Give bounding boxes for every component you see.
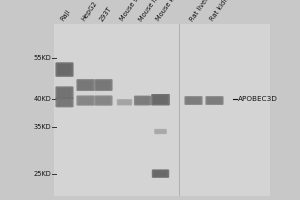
FancyBboxPatch shape bbox=[94, 96, 112, 106]
FancyBboxPatch shape bbox=[152, 170, 169, 178]
FancyBboxPatch shape bbox=[117, 99, 132, 105]
FancyBboxPatch shape bbox=[56, 97, 73, 107]
FancyBboxPatch shape bbox=[56, 62, 73, 77]
Text: Mouse kidney: Mouse kidney bbox=[156, 0, 187, 22]
FancyBboxPatch shape bbox=[96, 97, 111, 104]
Text: HepG2: HepG2 bbox=[81, 0, 98, 22]
FancyBboxPatch shape bbox=[76, 79, 94, 91]
FancyBboxPatch shape bbox=[56, 97, 74, 107]
FancyBboxPatch shape bbox=[155, 129, 166, 134]
Text: 40KD: 40KD bbox=[33, 96, 51, 102]
FancyBboxPatch shape bbox=[57, 98, 72, 106]
FancyBboxPatch shape bbox=[77, 96, 94, 106]
FancyBboxPatch shape bbox=[56, 62, 74, 77]
Text: Rat liver: Rat liver bbox=[189, 0, 209, 22]
FancyBboxPatch shape bbox=[76, 96, 94, 106]
FancyBboxPatch shape bbox=[152, 170, 169, 178]
FancyBboxPatch shape bbox=[206, 96, 224, 105]
FancyBboxPatch shape bbox=[153, 170, 167, 177]
FancyBboxPatch shape bbox=[57, 88, 72, 98]
Text: Rat kidney: Rat kidney bbox=[210, 0, 235, 22]
Text: 25KD: 25KD bbox=[33, 171, 51, 177]
FancyBboxPatch shape bbox=[56, 87, 74, 99]
FancyBboxPatch shape bbox=[56, 87, 73, 99]
FancyBboxPatch shape bbox=[151, 94, 170, 105]
FancyBboxPatch shape bbox=[56, 97, 74, 107]
FancyBboxPatch shape bbox=[94, 79, 112, 91]
Bar bbox=[54, 24, 270, 196]
FancyBboxPatch shape bbox=[152, 94, 169, 105]
FancyBboxPatch shape bbox=[154, 129, 167, 134]
FancyBboxPatch shape bbox=[134, 96, 151, 105]
Text: Raji: Raji bbox=[60, 9, 72, 22]
FancyBboxPatch shape bbox=[206, 96, 224, 105]
FancyBboxPatch shape bbox=[95, 96, 112, 106]
FancyBboxPatch shape bbox=[77, 79, 94, 91]
FancyBboxPatch shape bbox=[117, 99, 132, 105]
Text: APOBEC3D: APOBEC3D bbox=[238, 96, 278, 102]
FancyBboxPatch shape bbox=[154, 129, 167, 134]
FancyBboxPatch shape bbox=[78, 80, 93, 90]
FancyBboxPatch shape bbox=[134, 96, 151, 105]
Text: 55KD: 55KD bbox=[33, 55, 51, 61]
FancyBboxPatch shape bbox=[152, 170, 169, 178]
Text: Mouse liver: Mouse liver bbox=[138, 0, 164, 22]
FancyBboxPatch shape bbox=[96, 80, 111, 90]
FancyBboxPatch shape bbox=[185, 96, 202, 105]
FancyBboxPatch shape bbox=[153, 95, 168, 104]
FancyBboxPatch shape bbox=[136, 97, 149, 104]
FancyBboxPatch shape bbox=[78, 97, 93, 104]
FancyBboxPatch shape bbox=[186, 97, 201, 104]
FancyBboxPatch shape bbox=[118, 100, 130, 105]
FancyBboxPatch shape bbox=[57, 64, 72, 75]
FancyBboxPatch shape bbox=[56, 62, 74, 77]
FancyBboxPatch shape bbox=[207, 97, 222, 104]
FancyBboxPatch shape bbox=[184, 96, 202, 105]
Text: Mouse spleen: Mouse spleen bbox=[120, 0, 151, 22]
FancyBboxPatch shape bbox=[117, 99, 132, 105]
Text: 35KD: 35KD bbox=[33, 124, 51, 130]
FancyBboxPatch shape bbox=[134, 96, 151, 105]
FancyBboxPatch shape bbox=[206, 96, 223, 105]
Text: 293T: 293T bbox=[99, 5, 113, 22]
FancyBboxPatch shape bbox=[151, 94, 170, 105]
FancyBboxPatch shape bbox=[76, 96, 94, 106]
FancyBboxPatch shape bbox=[94, 96, 112, 106]
FancyBboxPatch shape bbox=[184, 96, 202, 105]
FancyBboxPatch shape bbox=[95, 79, 112, 91]
FancyBboxPatch shape bbox=[154, 129, 167, 134]
FancyBboxPatch shape bbox=[76, 79, 94, 91]
FancyBboxPatch shape bbox=[94, 79, 112, 91]
FancyBboxPatch shape bbox=[56, 87, 74, 99]
